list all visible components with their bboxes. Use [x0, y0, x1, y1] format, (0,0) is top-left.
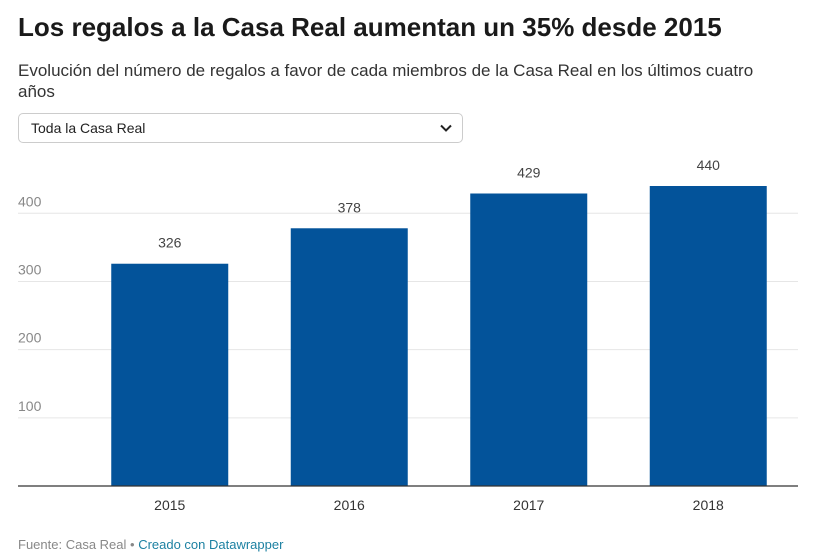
- bar: [290, 228, 408, 486]
- footer: Fuente: Casa Real • Creado con Datawrapp…: [18, 537, 283, 552]
- y-tick-label: 100: [18, 398, 42, 414]
- y-tick-label: 400: [18, 193, 42, 209]
- bar: [649, 186, 767, 486]
- dropdown-selected-value: Toda la Casa Real: [31, 120, 146, 136]
- bar-chart: 100 200 300 400 326 2015 378 2016 429 2017 440 2018: [18, 157, 798, 513]
- x-tick-label: 2015: [154, 497, 185, 513]
- data-label: 440: [697, 157, 721, 173]
- source-note: Fuente: Casa Real: [18, 537, 127, 552]
- datawrapper-link[interactable]: Creado con Datawrapper: [138, 537, 284, 552]
- data-label: 378: [338, 199, 362, 215]
- bar: [470, 193, 588, 486]
- member-select-dropdown[interactable]: Toda la Casa Real: [18, 113, 463, 143]
- chart-title: Los regalos a la Casa Real aumentan un 3…: [18, 12, 722, 42]
- x-tick-label: 2018: [693, 497, 724, 513]
- chart-subtitle: Evolución del número de regalos a favor …: [18, 61, 754, 101]
- y-tick-label: 200: [18, 330, 42, 346]
- bar: [111, 263, 229, 486]
- x-tick-label: 2016: [334, 497, 365, 513]
- data-label: 429: [517, 165, 541, 181]
- data-label: 326: [158, 235, 182, 251]
- y-tick-label: 300: [18, 261, 42, 277]
- chevron-down-icon: [440, 124, 452, 132]
- footer-separator: •: [126, 537, 139, 552]
- x-tick-label: 2017: [513, 497, 544, 513]
